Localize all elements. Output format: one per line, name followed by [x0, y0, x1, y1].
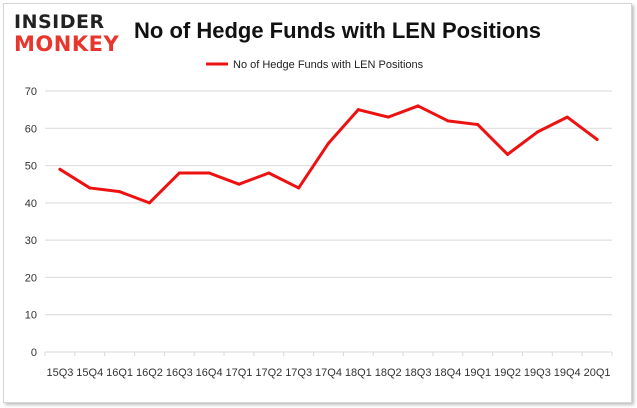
data-point-15Q4 [88, 186, 92, 190]
x-axis-ticks: 15Q3 15Q4 16Q1 16Q2 16Q3 16Q4 17Q1 17Q2 17Q3 17Q4… [46, 367, 610, 379]
x-tick-label-16Q4: 16Q4 [196, 367, 223, 379]
series-layer [58, 104, 599, 205]
x-tick-label-18Q2: 18Q2 [375, 367, 402, 379]
grid-lines [44, 90, 613, 356]
data-point-18Q3 [416, 104, 420, 108]
data-point-17Q1 [237, 182, 241, 186]
x-tick-label-16Q1: 16Q1 [106, 367, 133, 379]
x-tick-label-16Q2: 16Q2 [136, 367, 163, 379]
y-tick-label-70: 70 [25, 86, 37, 98]
insider-monkey-logo: INSIDER MONKEY [14, 11, 126, 57]
data-point-19Q1 [476, 123, 480, 127]
y-tick-label-60: 60 [25, 123, 37, 135]
data-point-19Q3 [535, 130, 539, 134]
x-tick-label-18Q4: 18Q4 [434, 367, 461, 379]
x-tick-label-17Q2: 17Q2 [255, 367, 282, 379]
y-tick-label-20: 20 [25, 272, 37, 284]
data-point-16Q1 [118, 190, 122, 194]
data-point-16Q2 [147, 201, 151, 205]
data-point-17Q2 [267, 171, 271, 175]
data-point-17Q3 [297, 186, 301, 190]
y-tick-label-50: 50 [25, 161, 37, 173]
logo-line-1: INSIDER [14, 11, 105, 33]
data-point-18Q1 [356, 108, 360, 112]
data-point-16Q3 [177, 171, 181, 175]
x-tick-label-15Q4: 15Q4 [76, 367, 103, 379]
y-axis-ticks: 0 10 20 30 40 50 60 70 [25, 86, 37, 359]
y-tick-label-0: 0 [31, 347, 37, 359]
data-point-18Q2 [386, 115, 390, 119]
x-tick-label-19Q4: 19Q4 [554, 367, 581, 379]
x-tick-label-20Q1: 20Q1 [584, 367, 611, 379]
x-tick-label-16Q3: 16Q3 [166, 367, 193, 379]
data-point-19Q4 [565, 115, 569, 119]
data-point-18Q4 [446, 119, 450, 123]
x-tick-label-17Q4: 17Q4 [315, 367, 342, 379]
x-tick-label-19Q2: 19Q2 [494, 367, 521, 379]
logo-line-2: MONKEY [14, 32, 120, 56]
x-tick-label-18Q3: 18Q3 [405, 367, 432, 379]
x-tick-label-19Q3: 19Q3 [524, 367, 551, 379]
data-point-19Q2 [506, 152, 510, 156]
legend-label: No of Hedge Funds with LEN Positions [233, 59, 424, 71]
x-tick-label-17Q1: 17Q1 [226, 367, 253, 379]
data-point-16Q4 [207, 171, 211, 175]
chart-title: No of Hedge Funds with LEN Positions [134, 18, 541, 43]
data-point-20Q1 [595, 137, 599, 141]
y-tick-label-40: 40 [25, 198, 37, 210]
legend: No of Hedge Funds with LEN Positions [206, 59, 424, 71]
data-point-15Q3 [58, 167, 62, 171]
x-tick-label-17Q3: 17Q3 [285, 367, 312, 379]
y-tick-label-30: 30 [25, 235, 37, 247]
x-tick-label-19Q1: 19Q1 [464, 367, 491, 379]
series-line-0 [58, 104, 599, 205]
x-tick-label-18Q1: 18Q1 [345, 367, 372, 379]
y-tick-label-10: 10 [25, 310, 37, 322]
data-point-17Q4 [327, 141, 330, 145]
x-tick-label-15Q3: 15Q3 [46, 367, 73, 379]
